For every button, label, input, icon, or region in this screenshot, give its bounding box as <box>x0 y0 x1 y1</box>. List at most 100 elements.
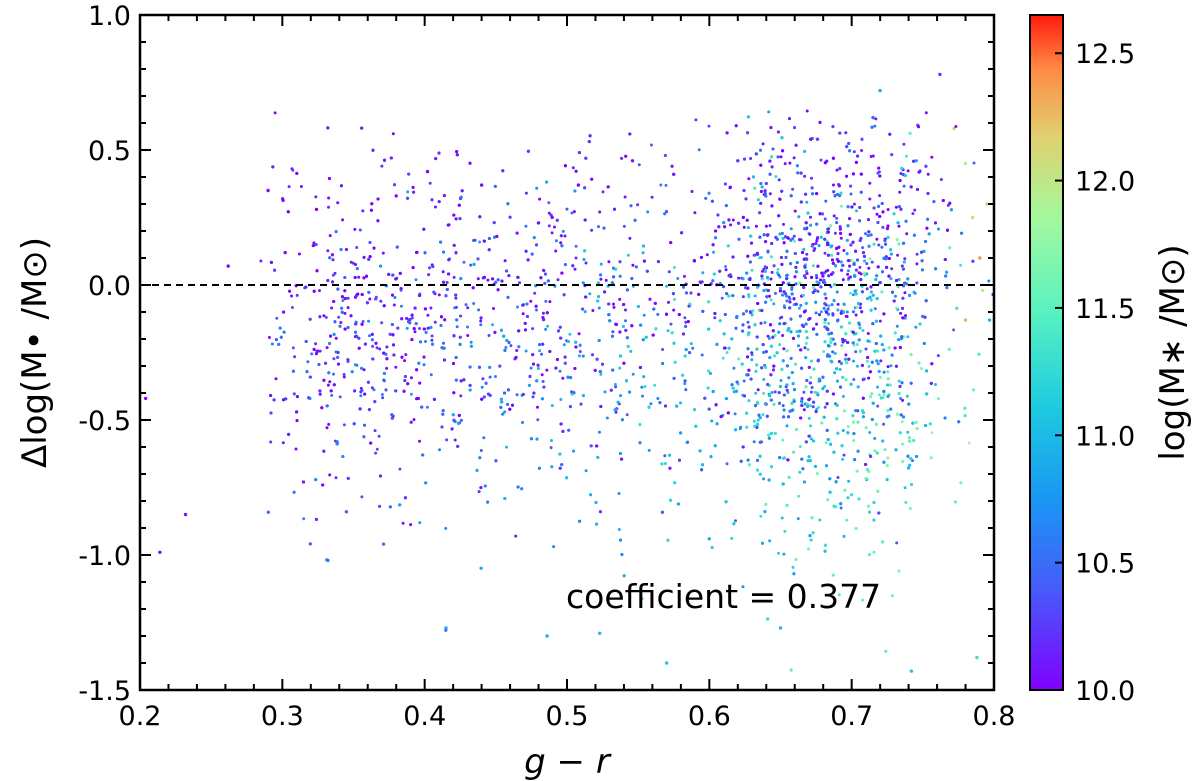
scatter-point <box>353 227 357 231</box>
scatter-point <box>912 290 916 294</box>
scatter-point <box>759 148 762 152</box>
scatter-point <box>865 272 869 276</box>
scatter-point <box>952 328 956 332</box>
scatter-point <box>868 431 872 434</box>
scatter-point <box>716 213 720 217</box>
scatter-point <box>710 199 714 203</box>
scatter-point <box>893 346 897 350</box>
scatter-point <box>428 181 432 185</box>
scatter-point <box>462 260 466 264</box>
scatter-point <box>601 190 605 194</box>
scatter-point <box>873 307 877 311</box>
scatter-point <box>339 184 343 188</box>
scatter-point <box>734 519 737 523</box>
scatter-point <box>538 197 542 201</box>
scatter-point <box>493 235 496 239</box>
scatter-point <box>846 425 850 428</box>
scatter-point <box>521 421 524 424</box>
scatter-point <box>576 183 581 187</box>
scatter-point <box>755 251 759 255</box>
scatter-point <box>701 271 705 275</box>
scatter-point <box>815 239 819 243</box>
scatter-point <box>320 406 324 410</box>
scatter-point <box>902 335 906 339</box>
scatter-point <box>798 470 802 474</box>
scatter-point <box>946 203 950 207</box>
scatter-point <box>422 363 426 367</box>
scatter-point <box>889 277 893 281</box>
scatter-point <box>560 463 564 467</box>
scatter-point <box>561 229 565 233</box>
scatter-point <box>953 500 957 504</box>
scatter-point <box>769 277 773 281</box>
scatter-point <box>779 155 783 159</box>
scatter-point <box>618 297 622 301</box>
scatter-point <box>618 274 622 278</box>
scatter-point <box>749 157 753 160</box>
scatter-point <box>454 305 458 309</box>
scatter-point <box>377 434 381 438</box>
scatter-point <box>330 253 334 257</box>
scatter-point <box>844 353 848 357</box>
scatter-point <box>542 385 546 389</box>
scatter-point <box>669 322 673 326</box>
scatter-point <box>814 410 818 414</box>
scatter-point <box>797 344 800 348</box>
scatter-point <box>793 209 797 213</box>
scatter-point <box>807 416 811 420</box>
scatter-point <box>788 117 791 121</box>
scatter-point <box>805 336 809 340</box>
scatter-point <box>863 271 866 275</box>
scatter-point <box>673 481 677 485</box>
scatter-point <box>754 391 758 395</box>
scatter-point <box>327 205 330 209</box>
scatter-point <box>886 383 890 387</box>
scatter-point <box>815 137 820 141</box>
scatter-point <box>355 246 359 249</box>
scatter-point <box>597 306 601 310</box>
scatter-point <box>875 237 879 241</box>
scatter-point <box>809 404 813 408</box>
scatter-point <box>890 267 894 271</box>
scatter-point <box>628 132 632 136</box>
scatter-point <box>326 249 330 253</box>
scatter-point <box>529 366 533 370</box>
scatter-point <box>872 206 876 210</box>
scatter-point <box>577 332 581 336</box>
scatter-point <box>849 184 853 188</box>
scatter-point <box>763 510 767 514</box>
scatter-point <box>807 547 810 551</box>
scatter-point <box>426 313 430 317</box>
scatter-point <box>814 242 818 245</box>
scatter-point <box>401 521 405 525</box>
scatter-point <box>382 379 386 383</box>
scatter-point <box>294 410 299 414</box>
scatter-point <box>466 334 470 337</box>
scatter-point <box>707 191 711 195</box>
scatter-point <box>341 299 345 302</box>
scatter-point <box>691 346 695 350</box>
scatter-point <box>362 435 366 439</box>
scatter-point <box>848 291 852 295</box>
scatter-point <box>598 510 602 514</box>
scatter-point <box>762 289 766 292</box>
scatter-point <box>503 259 507 263</box>
scatter-point <box>729 223 733 227</box>
scatter-point <box>787 376 791 380</box>
scatter-point <box>872 242 876 246</box>
scatter-point <box>809 424 812 428</box>
scatter-point <box>877 166 881 170</box>
scatter-point <box>741 445 745 449</box>
scatter-point <box>882 370 886 374</box>
scatter-point <box>464 303 468 307</box>
scatter-point <box>767 433 771 437</box>
scatter-point <box>725 351 729 355</box>
scatter-point <box>295 419 299 423</box>
scatter-point <box>536 418 540 422</box>
scatter-point <box>459 394 463 398</box>
scatter-point <box>533 291 537 295</box>
scatter-point <box>898 384 902 388</box>
scatter-point <box>712 272 716 276</box>
scatter-point <box>327 196 331 200</box>
scatter-point <box>290 306 294 309</box>
